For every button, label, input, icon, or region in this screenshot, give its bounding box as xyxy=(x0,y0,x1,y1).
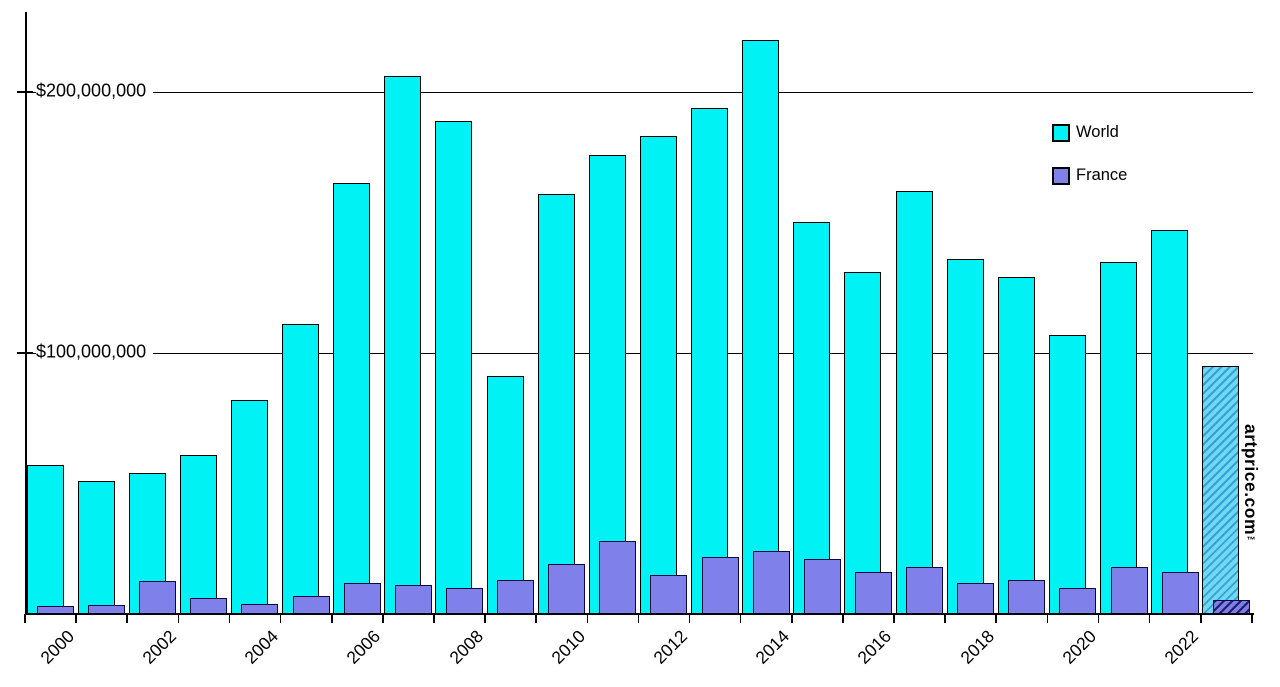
gridline-100m xyxy=(25,353,1253,354)
bar-world-2006 xyxy=(333,183,371,614)
x-tick-17 xyxy=(893,614,895,623)
bar-world-2003 xyxy=(179,455,217,614)
bar-france-2021 xyxy=(1110,567,1148,614)
bar-world-2017 xyxy=(895,191,933,614)
legend-label-france: France xyxy=(1076,166,1128,184)
x-tick-4 xyxy=(228,614,231,623)
x-tick-3 xyxy=(177,614,180,623)
bar-france-2018 xyxy=(957,583,995,614)
bar-world-2000 xyxy=(26,465,64,614)
legend-label-world: World xyxy=(1076,123,1119,141)
bar-world-2005 xyxy=(282,324,320,614)
bar-world-2013 xyxy=(691,108,729,614)
x-tick-8 xyxy=(433,614,435,623)
legend-item-world: World xyxy=(1052,123,1127,142)
bar-world-2010 xyxy=(537,194,575,614)
bar-france-2015 xyxy=(803,559,841,614)
x-tick-18 xyxy=(944,614,946,623)
bar-world-2016 xyxy=(844,272,882,614)
legend-item-france: France xyxy=(1052,166,1127,185)
watermark-artprice: artprice.com™ xyxy=(1240,424,1261,546)
bar-world-2023 xyxy=(1202,366,1240,614)
x-tick-13 xyxy=(688,614,691,623)
x-tick-15 xyxy=(791,614,793,623)
y-tick-200m xyxy=(17,91,33,93)
bar-france-2019 xyxy=(1008,580,1046,614)
x-tick-20 xyxy=(1046,614,1049,623)
bar-france-2014 xyxy=(752,551,790,614)
x-tick-5 xyxy=(279,614,282,623)
bar-france-2005 xyxy=(292,596,330,614)
world-swatch-icon xyxy=(1052,123,1070,142)
x-tick-6 xyxy=(330,614,333,623)
bar-world-2001 xyxy=(77,481,115,614)
x-tick-7 xyxy=(382,614,384,623)
bar-france-2009 xyxy=(497,580,535,614)
bar-world-2015 xyxy=(793,222,831,614)
bar-france-2013 xyxy=(701,557,739,614)
gridline-200m xyxy=(25,92,1253,93)
bar-france-2007 xyxy=(394,585,432,614)
trademark-symbol: ™ xyxy=(1246,535,1256,546)
bar-world-2008 xyxy=(435,121,473,614)
bar-world-2021 xyxy=(1100,262,1138,614)
bar-france-2010 xyxy=(548,564,586,614)
x-tick-12 xyxy=(637,614,640,623)
bar-world-2012 xyxy=(639,136,677,614)
bar-world-2009 xyxy=(486,376,524,614)
x-tick-19 xyxy=(995,614,998,623)
bar-world-2018 xyxy=(946,259,984,614)
bar-france-2006 xyxy=(343,583,381,614)
bar-france-2011 xyxy=(599,541,637,614)
bar-world-2011 xyxy=(588,155,626,614)
bar-world-2022 xyxy=(1151,230,1189,614)
x-tick-1 xyxy=(75,614,77,623)
x-tick-9 xyxy=(484,614,486,623)
y-axis-label-200m: $200,000,000 xyxy=(36,79,154,103)
y-axis-label-100m: $100,000,000 xyxy=(36,340,154,364)
bar-france-2008 xyxy=(445,588,483,614)
x-tick-14 xyxy=(739,614,742,623)
bar-world-2020 xyxy=(1048,335,1086,614)
bar-france-2016 xyxy=(854,572,892,614)
x-tick-11 xyxy=(586,614,589,623)
bar-world-2004 xyxy=(230,400,268,614)
y-axis-line xyxy=(25,12,27,615)
bar-france-2002 xyxy=(139,581,177,614)
bar-france-2012 xyxy=(650,575,688,614)
x-tick-10 xyxy=(535,614,537,623)
x-axis-line xyxy=(25,613,1254,615)
x-tick-0 xyxy=(24,614,26,623)
y-tick-100m xyxy=(17,352,33,354)
bar-france-2017 xyxy=(906,567,944,614)
bar-france-2003 xyxy=(190,598,228,614)
bar-france-2020 xyxy=(1059,588,1097,614)
bar-world-2007 xyxy=(384,76,422,614)
bar-france-2023 xyxy=(1212,600,1250,614)
bar-world-2019 xyxy=(997,277,1035,614)
watermark-text: artprice.com xyxy=(1241,424,1261,536)
x-tick-23 xyxy=(1199,614,1202,623)
bar-france-2022 xyxy=(1161,572,1199,614)
bar-world-2014 xyxy=(742,40,780,614)
x-tick-24 xyxy=(1251,614,1253,623)
x-tick-22 xyxy=(1148,614,1151,623)
legend: World France xyxy=(1052,123,1127,209)
x-tick-21 xyxy=(1097,614,1100,623)
france-swatch-icon xyxy=(1052,166,1070,185)
x-tick-16 xyxy=(842,614,844,623)
x-tick-2 xyxy=(126,614,129,623)
